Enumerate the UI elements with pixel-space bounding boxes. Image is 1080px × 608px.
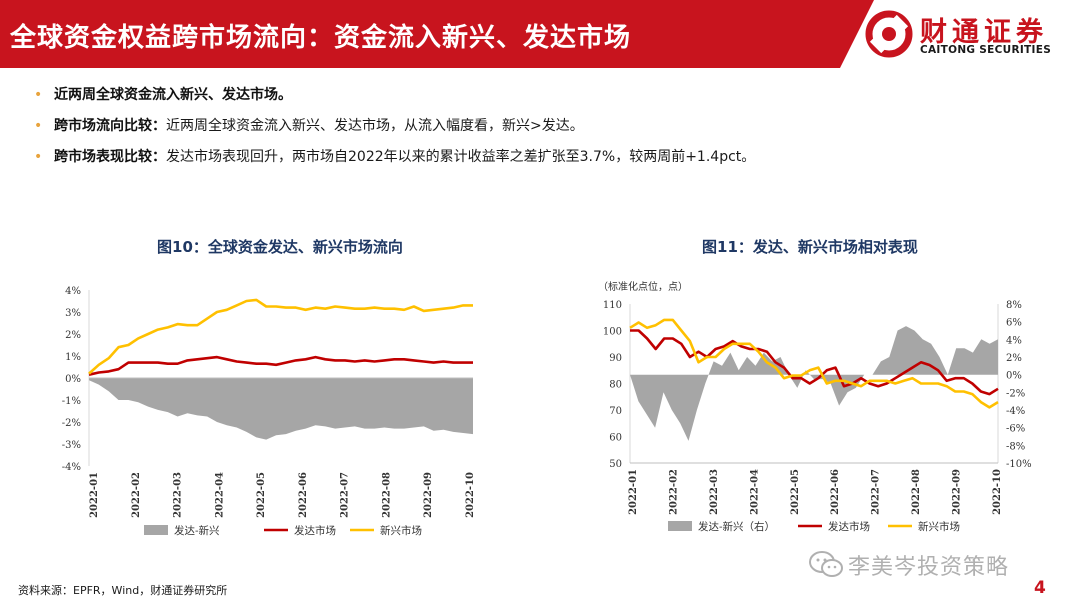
legend-label-emerging: 新兴市场 xyxy=(380,524,422,537)
bullet-dot-icon: • xyxy=(34,118,43,134)
y-right-tick-label: -10% xyxy=(1006,459,1032,470)
series-line-developed xyxy=(88,355,473,376)
y-tick-label: 3% xyxy=(65,308,81,319)
y-right-tick-label: -6% xyxy=(1006,424,1025,435)
x-tick-label: 2022-08 xyxy=(911,469,922,515)
y-tick-label: -3% xyxy=(62,440,81,451)
y-tick-label: 1% xyxy=(65,352,81,363)
y-left-tick-label: 90 xyxy=(609,353,622,364)
y-right-tick-label: 8% xyxy=(1006,300,1022,311)
x-tick-label: 2022-09 xyxy=(423,472,434,518)
y-right-tick-label: 0% xyxy=(1006,371,1022,382)
series-line-emerging xyxy=(629,318,999,409)
bullet-head: 跨市场表现比较： xyxy=(54,149,166,165)
x-tick-label: 2022-08 xyxy=(381,472,392,518)
series-line-emerging xyxy=(88,298,473,375)
watermark-text: 李美岑投资策略 xyxy=(848,555,1010,580)
y-right-tick-label: -8% xyxy=(1006,441,1025,452)
unit-note: （标准化点位，点） xyxy=(598,280,688,293)
x-tick-label: 2022-10 xyxy=(992,469,1003,515)
logo-text-cn: 财通证券 xyxy=(920,17,1048,48)
legend-swatch xyxy=(668,521,692,531)
y-tick-label: 2% xyxy=(65,330,81,341)
y-right-tick-label: 2% xyxy=(1006,353,1022,364)
y-tick-label: 0% xyxy=(65,374,81,385)
y-right-tick-label: -4% xyxy=(1006,406,1025,417)
x-tick-label: 2022-06 xyxy=(830,469,841,515)
bullet-item: • 近两周全球资金流入新兴、发达市场。 xyxy=(34,80,1036,111)
caitong-logo-icon xyxy=(865,10,913,58)
legend-label-emerging: 新兴市场 xyxy=(918,520,960,533)
x-tick-label: 2022-07 xyxy=(871,469,882,515)
chart-11: （标准化点位，点） 110 100 90 80 70 60 50 8% 6% 4% 2% 0% -2% -4… xyxy=(598,280,1032,533)
y-tick-label: 4% xyxy=(65,286,81,297)
x-tick-label: 2022-02 xyxy=(668,469,679,515)
bullet-item: • 跨市场流向比较：近两周全球资金流入新兴、发达市场，从流入幅度看，新兴>发达。 xyxy=(34,111,1036,142)
legend-label-developed: 发达市场 xyxy=(828,520,870,533)
series-line-developed xyxy=(630,329,999,396)
bullet-head: 近两周全球资金流入新兴、发达市场。 xyxy=(54,87,292,103)
y-tick-label: -1% xyxy=(62,396,81,407)
title-band: 全球资金权益跨市场流向：资金流入新兴、发达市场 xyxy=(0,0,874,68)
x-tick-label: 2022-10 xyxy=(465,472,476,518)
x-tick-label: 2022-05 xyxy=(790,469,801,515)
series-area-diff xyxy=(630,326,998,441)
legend-swatch xyxy=(144,525,168,535)
y-right-tick-label: 6% xyxy=(1006,318,1022,329)
y-right-tick-label: -2% xyxy=(1006,388,1025,399)
bullet-text: 发达市场表现回升，两市场自2022年以来的累计收益率之差扩张至3.7%，较两周前… xyxy=(166,149,756,165)
x-tick-label: 2022-09 xyxy=(952,469,963,515)
x-tick-label: 2022-01 xyxy=(628,469,639,515)
y-left-tick-label: 80 xyxy=(609,380,622,391)
wechat-icon xyxy=(809,551,843,577)
bullet-dot-icon: • xyxy=(34,149,43,165)
bullet-list: • 近两周全球资金流入新兴、发达市场。 • 跨市场流向比较：近两周全球资金流入新… xyxy=(34,80,1036,173)
slide-header: 全球资金权益跨市场流向：资金流入新兴、发达市场 财通证券 CAITONG SEC… xyxy=(0,0,1080,68)
y-left-tick-label: 50 xyxy=(609,459,622,470)
page-number: 4 xyxy=(1034,578,1046,598)
company-logo: 财通证券 CAITONG SECURITIES xyxy=(860,6,1070,62)
y-left-tick-label: 60 xyxy=(609,433,622,444)
chart-10-title: 图10：全球资金发达、新兴市场流向 xyxy=(157,238,403,256)
x-tick-label: 2022-04 xyxy=(214,472,225,518)
bullet-head: 跨市场流向比较： xyxy=(54,118,166,134)
x-tick-label: 2022-02 xyxy=(131,472,142,518)
legend-label-diff: 发达-新兴（右） xyxy=(698,520,775,533)
series-area-diff xyxy=(89,378,473,440)
bullet-dot-icon: • xyxy=(34,87,43,103)
y-left-tick-label: 70 xyxy=(609,406,622,417)
x-tick-label: 2022-06 xyxy=(298,472,309,518)
x-tick-label: 2022-04 xyxy=(749,469,760,515)
slide-title: 全球资金权益跨市场流向：资金流入新兴、发达市场 xyxy=(10,23,632,53)
source-note: 资料来源：EPFR，Wind，财通证券研究所 xyxy=(18,584,228,597)
y-tick-label: -2% xyxy=(62,418,81,429)
y-right-tick-label: 4% xyxy=(1006,335,1022,346)
y-left-tick-label: 100 xyxy=(603,327,622,338)
x-tick-label: 2022-03 xyxy=(173,472,184,518)
logo-text-en: CAITONG SECURITIES xyxy=(920,44,1052,56)
x-tick-label: 2022-07 xyxy=(340,472,351,518)
legend-label-developed: 发达市场 xyxy=(294,524,336,537)
x-tick-label: 2022-05 xyxy=(256,472,267,518)
chart-11-title: 图11：发达、新兴市场相对表现 xyxy=(702,238,918,256)
bullet-text: 近两周全球资金流入新兴、发达市场，从流入幅度看，新兴>发达。 xyxy=(166,118,584,134)
x-tick-label: 2022-03 xyxy=(709,469,720,515)
y-left-tick-label: 110 xyxy=(603,300,622,311)
bullet-item: • 跨市场表现比较：发达市场表现回升，两市场自2022年以来的累计收益率之差扩张… xyxy=(34,142,1036,173)
wechat-watermark: 李美岑投资策略 xyxy=(808,544,1048,584)
chart-10: 4% 3% 2% 1% 0% -1% -2% -3% -4% 2022-01 2022-02 2022… xyxy=(62,286,476,537)
legend-label-diff: 发达-新兴 xyxy=(174,524,220,537)
x-tick-label: 2022-01 xyxy=(89,472,100,518)
y-tick-label: -4% xyxy=(62,462,81,473)
